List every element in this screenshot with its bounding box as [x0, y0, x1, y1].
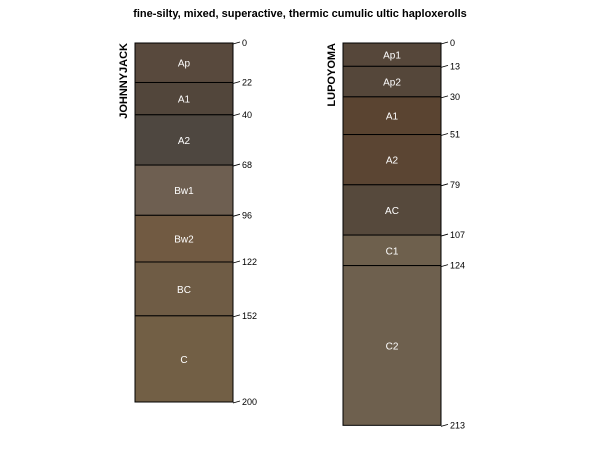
horizon-a2	[134, 114, 234, 166]
horizon-label: A2	[178, 136, 191, 147]
depth-tick	[232, 260, 241, 264]
horizon-label: AC	[385, 206, 399, 217]
depth-tick	[232, 41, 241, 45]
depth-label: 40	[242, 110, 252, 120]
depth-label: 122	[242, 257, 257, 267]
profile-lupoyoma: Ap1 Ap2 A1 A2 AC C1 C2 0 13 30 51 79 107 124 213 LUPOYO…	[326, 38, 465, 430]
depth-tick	[440, 183, 449, 187]
horizon-c	[134, 315, 234, 403]
horizon-c1	[342, 234, 442, 267]
horizon-bc	[134, 261, 234, 317]
depth-tick	[232, 163, 241, 167]
depth-tick	[440, 423, 449, 427]
depth-label: 200	[242, 397, 257, 407]
depth-label: 0	[450, 38, 455, 48]
horizon-label: Ap2	[383, 78, 401, 89]
depth-tick	[440, 233, 449, 237]
horizon-ap2	[342, 65, 442, 98]
figure-title: fine-silty, mixed, superactive, thermic …	[133, 8, 467, 20]
depth-label: 107	[450, 230, 465, 240]
horizon-label: A1	[386, 112, 399, 123]
depth-tick	[440, 95, 449, 99]
depth-label: 22	[242, 77, 252, 87]
horizon-a1	[342, 96, 442, 136]
horizon-c2	[342, 265, 442, 426]
depth-label: 124	[450, 261, 465, 271]
horizon-label: A2	[386, 156, 399, 167]
depth-label: 79	[450, 180, 460, 190]
depth-tick	[232, 81, 241, 84]
horizon-label: BC	[177, 285, 191, 296]
profile-johnnyjack: Ap A1 A2 Bw1 Bw2 BC C 0 22 40 68 96 122 152 200 JOHNNYJ…	[118, 38, 257, 407]
depth-label: 51	[450, 130, 460, 140]
depth-tick	[440, 133, 449, 136]
horizon-label: C2	[386, 341, 399, 352]
depth-label: 96	[242, 210, 252, 220]
depth-tick	[440, 264, 449, 267]
depth-label: 68	[242, 160, 252, 170]
horizon-a1	[134, 81, 234, 116]
depth-label: 13	[450, 61, 460, 71]
horizon-label: Bw2	[174, 235, 194, 246]
horizon-bw1	[134, 164, 234, 216]
horizon-label: C1	[386, 246, 399, 257]
profile-name-label: JOHNNYJACK	[118, 43, 130, 119]
depth-label: 30	[450, 92, 460, 102]
depth-label: 0	[242, 38, 247, 48]
profile-name-label: LUPOYOMA	[326, 43, 338, 107]
horizon-a2	[342, 134, 442, 186]
depth-tick	[232, 213, 241, 217]
depth-label: 152	[242, 311, 257, 321]
depth-tick	[232, 400, 241, 404]
horizon-label: C	[180, 355, 187, 366]
horizon-label: Bw1	[174, 186, 194, 197]
depth-label: 213	[450, 420, 465, 430]
horizon-label: Ap	[178, 59, 191, 70]
depth-tick	[440, 64, 449, 68]
horizon-label: Ap1	[383, 51, 401, 62]
horizon-ap	[134, 42, 234, 83]
horizon-label: A1	[178, 95, 191, 106]
depth-tick	[440, 41, 449, 45]
depth-tick	[232, 113, 241, 117]
depth-tick	[232, 314, 241, 318]
